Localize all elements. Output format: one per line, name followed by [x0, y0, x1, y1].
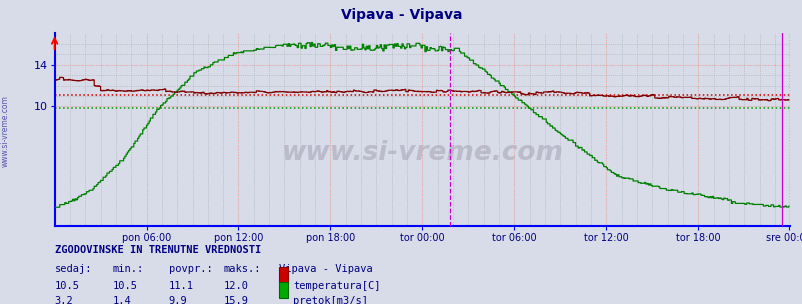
Text: www.si-vreme.com: www.si-vreme.com	[1, 95, 10, 167]
Text: sedaj:: sedaj:	[55, 264, 92, 275]
Text: 3.2: 3.2	[55, 296, 73, 304]
Text: 1.4: 1.4	[112, 296, 131, 304]
Text: temperatura[C]: temperatura[C]	[293, 281, 380, 291]
Text: maks.:: maks.:	[223, 264, 261, 275]
Text: pretok[m3/s]: pretok[m3/s]	[293, 296, 367, 304]
Text: 9.9: 9.9	[168, 296, 187, 304]
Text: 15.9: 15.9	[223, 296, 248, 304]
Text: povpr.:: povpr.:	[168, 264, 212, 275]
Text: Vipava - Vipava: Vipava - Vipava	[279, 264, 373, 275]
Text: Vipava - Vipava: Vipava - Vipava	[340, 8, 462, 22]
Text: ZGODOVINSKE IN TRENUTNE VREDNOSTI: ZGODOVINSKE IN TRENUTNE VREDNOSTI	[55, 245, 261, 255]
Text: 10.5: 10.5	[112, 281, 137, 291]
Text: www.si-vreme.com: www.si-vreme.com	[281, 140, 563, 166]
Text: 11.1: 11.1	[168, 281, 193, 291]
Text: 10.5: 10.5	[55, 281, 79, 291]
Text: 12.0: 12.0	[223, 281, 248, 291]
Text: min.:: min.:	[112, 264, 144, 275]
